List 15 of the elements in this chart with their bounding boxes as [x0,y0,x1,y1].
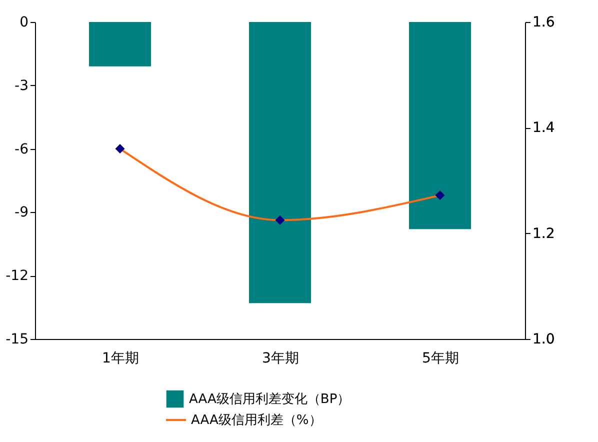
y2-tick-label: 1.6 [532,14,555,30]
x-tick-label: 3年期 [262,350,299,366]
y2-tick-label: 1.2 [532,226,555,242]
x-tick-label: 5年期 [422,350,459,366]
y-tick-label: -3 [14,78,28,94]
y-tick-label: -12 [6,268,28,284]
y-tick-label: -15 [6,332,28,348]
y2-tick-label: 1.0 [532,332,555,348]
legend-label: AAA级信用利差（%） [191,413,322,428]
y-tick-label: -9 [14,204,28,221]
y2-tick-label: 1.4 [532,120,555,136]
legend-label: AAA级信用利差变化（BP） [189,392,350,407]
y-tick-label: 0 [20,14,28,30]
y-tick-label: -6 [14,141,29,158]
x-tick-label: 1年期 [102,350,139,366]
